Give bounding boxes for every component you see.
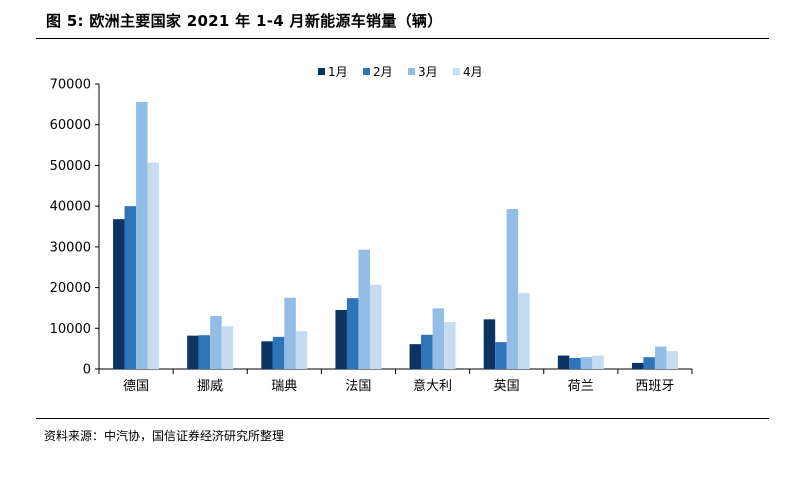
bar: [666, 351, 678, 369]
bar: [221, 326, 234, 369]
footer-divider: [36, 418, 769, 419]
bar: [113, 219, 125, 369]
bar: [261, 341, 273, 369]
y-tick-label: 0: [83, 363, 91, 378]
bar: [147, 162, 160, 369]
bar: [506, 208, 519, 369]
legend-swatch: [408, 68, 415, 75]
bar: [187, 335, 199, 369]
y-tick-label: 60000: [50, 118, 91, 133]
bar: [495, 342, 507, 369]
x-tick-label: 英国: [494, 379, 520, 394]
y-tick-label: 10000: [50, 322, 91, 337]
bar: [198, 335, 211, 369]
legend-swatch: [318, 68, 325, 75]
x-tick-label: 西班牙: [635, 379, 674, 394]
y-tick-label: 30000: [50, 240, 91, 255]
bar: [483, 319, 496, 369]
bar: [631, 362, 644, 369]
bar: [272, 336, 285, 369]
x-tick-label: 意大利: [413, 378, 452, 394]
bar: [580, 357, 593, 369]
x-tick-label: 法国: [345, 379, 371, 394]
legend-label: 2月: [373, 65, 393, 79]
legend-swatch: [453, 68, 460, 75]
bar: [643, 357, 655, 369]
source-note: 资料来源：中汽协，国信证券经济研究所整理: [44, 429, 285, 443]
bar: [409, 344, 422, 369]
plot-area: 0 10000 20000 30000 40000 50000 60000 70000 德国 挪威…: [50, 65, 693, 394]
bar: [444, 322, 456, 369]
bar: [124, 206, 137, 369]
bar: [358, 249, 370, 369]
bar: [654, 346, 667, 369]
legend-label: 4月: [463, 65, 483, 79]
y-tick-label: 70000: [50, 78, 91, 93]
y-tick-label: 40000: [50, 200, 91, 215]
bar: [295, 331, 308, 369]
bar: [432, 308, 445, 369]
bar: [335, 309, 347, 369]
x-tick-label: 瑞典: [271, 379, 297, 394]
bar: [421, 334, 433, 369]
y-tick-label: 50000: [50, 159, 91, 174]
x-tick-label: 荷兰: [568, 379, 594, 394]
bar: [136, 101, 148, 370]
x-tick-label: 挪威: [197, 379, 223, 394]
x-tick-label: 德国: [123, 379, 149, 394]
y-tick-label: 20000: [50, 281, 91, 296]
legend-label: 3月: [418, 65, 438, 79]
legend-label: 1月: [328, 65, 348, 79]
bar: [569, 358, 581, 369]
bar: [518, 292, 530, 369]
bar: [592, 355, 604, 369]
bar: [210, 316, 222, 369]
bar: [346, 298, 359, 369]
bar: [369, 284, 382, 369]
legend-swatch: [363, 68, 370, 75]
bar: [557, 355, 570, 369]
bar: [284, 297, 296, 369]
chart-title: 图 5: 欧洲主要国家 2021 年 1-4 月新能源车销量（辆）: [46, 12, 443, 30]
title-divider: [36, 38, 769, 39]
